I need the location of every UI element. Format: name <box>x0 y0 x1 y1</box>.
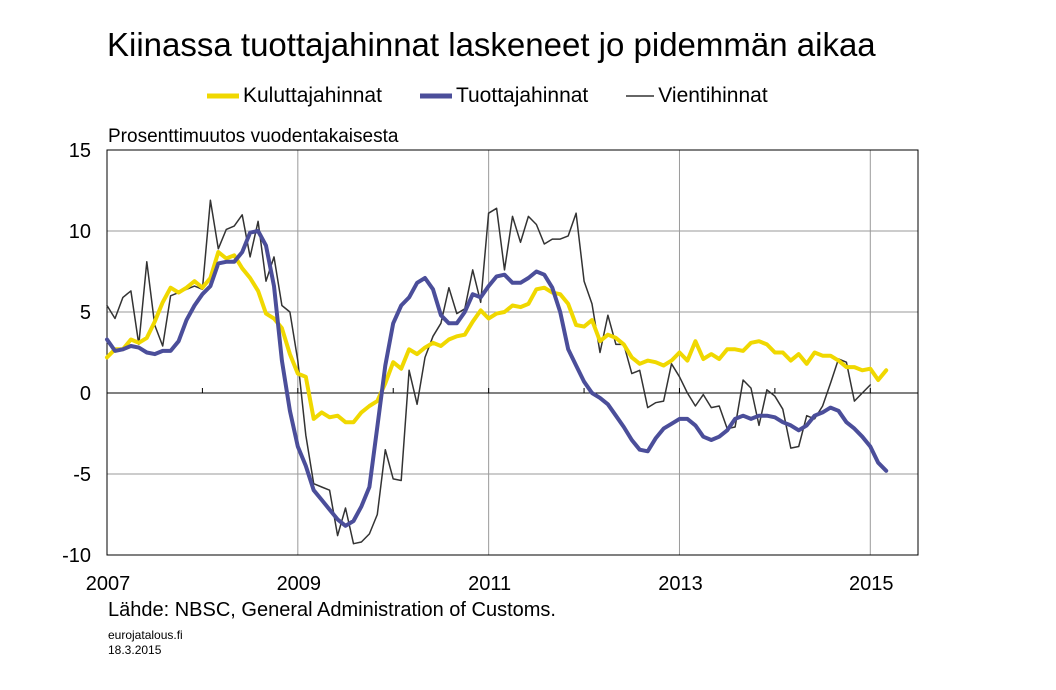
source-note: Lähde: NBSC, General Administration of C… <box>108 599 556 621</box>
series-line-tuottajahinnat <box>105 229 889 528</box>
publish-date: 18.3.2015 <box>108 643 162 657</box>
y-tick-label: 0 <box>80 383 91 405</box>
legend-label-kuluttajahinnat: Kuluttajahinnat <box>243 84 382 107</box>
chart-legend: Kuluttajahinnat Tuottajahinnat Vientihin… <box>207 84 806 108</box>
legend-label-tuottajahinnat: Tuottajahinnat <box>455 84 589 107</box>
y-axis-label: Prosenttimuutos vuodentakaisesta <box>108 126 399 147</box>
chart-title: Kiinassa tuottajahinnat laskeneet jo pid… <box>107 26 876 63</box>
y-tick-label: 10 <box>69 221 91 243</box>
y-tick-label: 15 <box>69 140 91 162</box>
x-tick-label: 2009 <box>277 573 322 595</box>
y-tick-label: 5 <box>80 302 91 324</box>
legend-item-kuluttajahinnat: Kuluttajahinnat <box>207 84 382 108</box>
site-name: eurojatalous.fi <box>108 628 183 642</box>
y-tick-label: -5 <box>73 464 91 486</box>
legend-swatch-vientihinnat <box>626 95 655 97</box>
legend-label-vientihinnat: Vientihinnat <box>658 84 768 107</box>
x-tick-label: 2011 <box>468 573 511 595</box>
x-tick-label: 2013 <box>658 573 703 595</box>
legend-item-tuottajahinnat: Tuottajahinnat <box>419 84 589 108</box>
x-tick-label: 2007 <box>86 573 131 595</box>
plot-frame <box>106 149 919 556</box>
legend-item-vientihinnat: Vientihinnat <box>626 84 768 108</box>
x-tick-label: 2015 <box>849 573 894 595</box>
legend-swatch-tuottajahinnat <box>419 93 452 99</box>
legend-swatch-kuluttajahinnat <box>207 93 239 99</box>
series-line-vientihinnat <box>106 199 872 545</box>
y-tick-label: -10 <box>62 545 91 567</box>
